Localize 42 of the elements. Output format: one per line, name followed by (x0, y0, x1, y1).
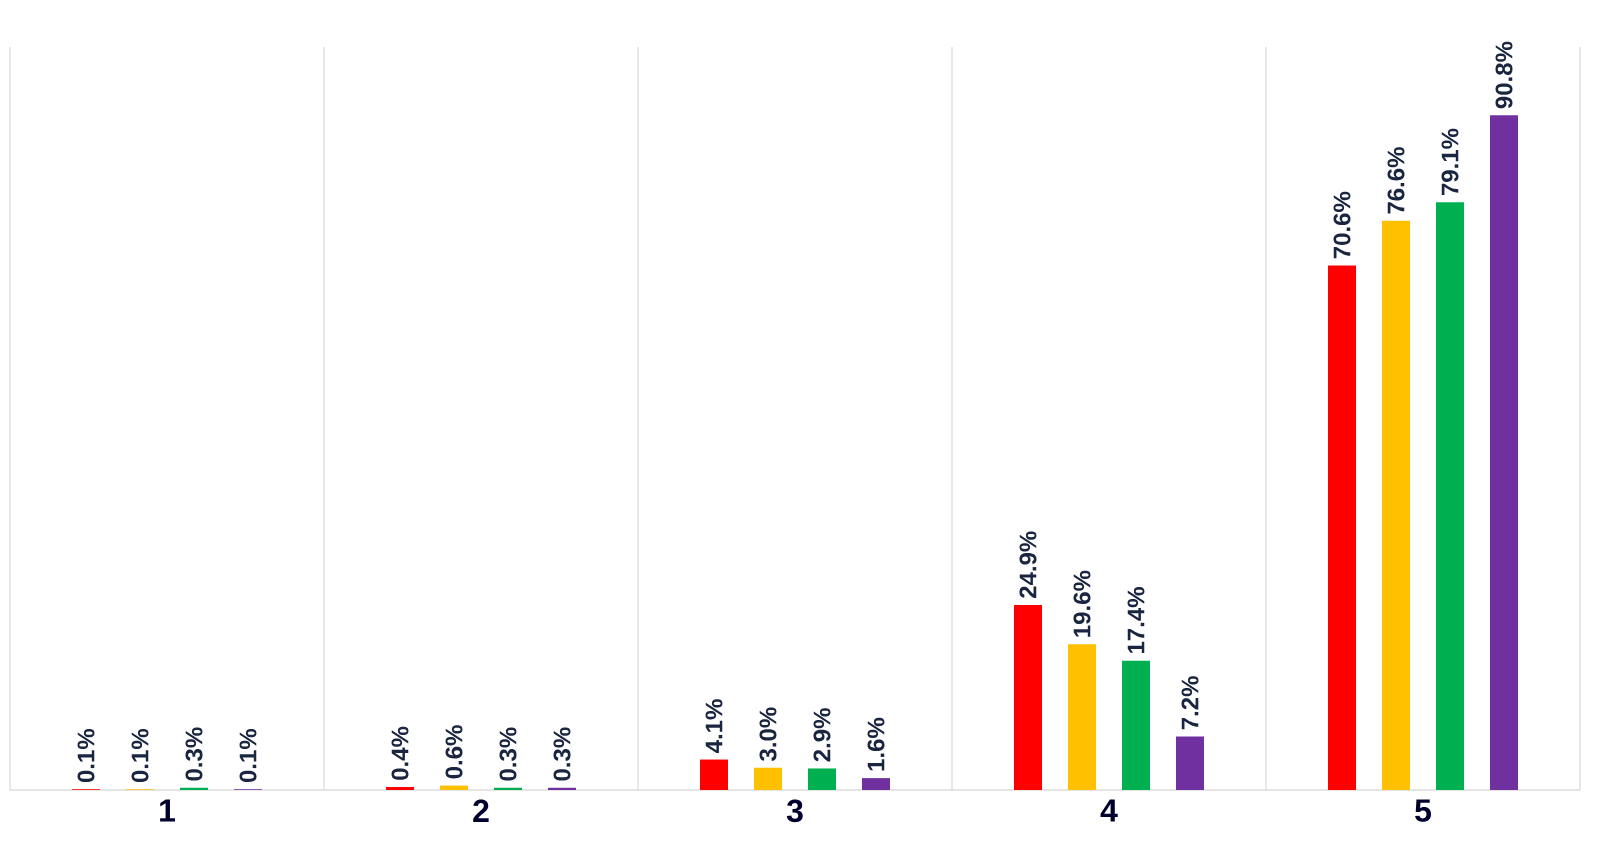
bar (1176, 736, 1204, 790)
bar (1068, 644, 1096, 790)
x-tick-label: 5 (1415, 799, 1432, 822)
x-tick-label: 4 (1100, 799, 1118, 822)
bar (862, 778, 890, 790)
x-tick-label: 2 (473, 799, 489, 822)
bar (1014, 604, 1042, 790)
data-label: 76.6% (1387, 147, 1405, 214)
data-label: 2.9% (813, 708, 831, 762)
data-label: 19.6% (1073, 570, 1091, 637)
data-label: 70.6% (1333, 191, 1351, 259)
data-label: 7.2% (1181, 676, 1199, 730)
bar (700, 759, 728, 790)
data-label: 0.3% (185, 727, 203, 781)
data-label: 0.1% (239, 729, 257, 783)
bar (494, 787, 522, 790)
bar (386, 787, 414, 790)
data-label: 0.3% (499, 727, 517, 781)
bar (180, 787, 208, 790)
data-label: 90.8% (1495, 41, 1513, 109)
bar (1382, 220, 1410, 790)
bar (808, 768, 836, 790)
bar (754, 767, 782, 790)
bar (1122, 660, 1150, 790)
bar (1436, 202, 1464, 790)
data-label: 24.9% (1019, 531, 1037, 598)
data-label: 0.1% (131, 729, 149, 783)
bar (1328, 265, 1356, 790)
data-label: 79.1% (1441, 128, 1459, 196)
data-label: 1.6% (867, 717, 885, 771)
data-label: 0.3% (553, 727, 571, 781)
data-label: 0.6% (445, 725, 463, 779)
data-label: 3.0% (759, 707, 777, 761)
bar (1490, 115, 1518, 790)
data-label: 4.1% (705, 699, 723, 753)
bar (548, 787, 576, 790)
x-tick-label: 1 (160, 799, 176, 822)
bar (440, 785, 468, 790)
data-label: 17.4% (1127, 587, 1145, 654)
data-label: 0.1% (77, 729, 95, 783)
x-tick-label: 3 (786, 799, 803, 823)
data-label: 0.4% (391, 726, 409, 780)
